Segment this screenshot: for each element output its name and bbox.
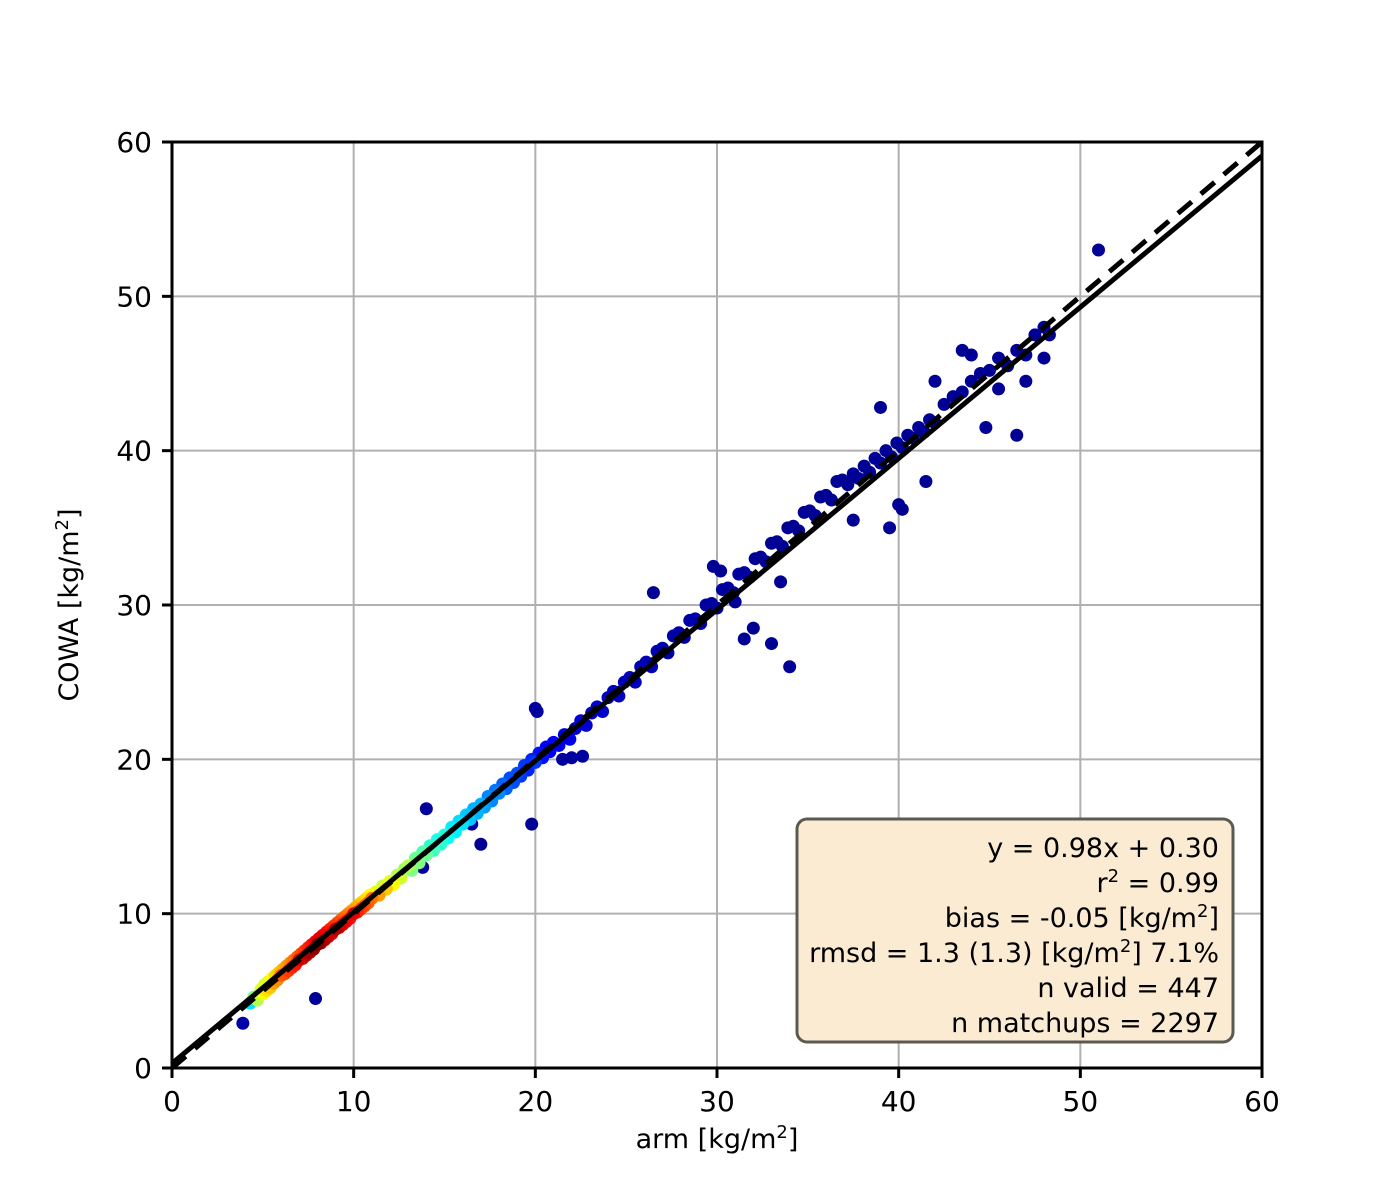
scatter-point [236, 1016, 250, 1030]
y-tick-label: 50 [116, 280, 152, 313]
y-axis-label: COWA [kg/m2] [52, 508, 85, 701]
x-axis-label: arm [kg/m2] [636, 1122, 799, 1155]
y-tick-label: 20 [116, 743, 152, 776]
x-axis-ticks: 0 10 20 30 40 50 60 [163, 1068, 1280, 1118]
statistics-line-r2: r2 = 0.99 [1097, 866, 1219, 899]
statistics-line-equation: y = 0.98x + 0.30 [987, 833, 1219, 864]
y-axis-ticks: 0 10 20 30 40 50 60 [116, 126, 172, 1085]
scatter-point [874, 400, 887, 414]
scatter-point [525, 817, 539, 831]
y-tick-label: 30 [116, 589, 152, 622]
x-tick-label: 0 [163, 1085, 181, 1118]
x-tick-label: 10 [336, 1085, 372, 1118]
x-tick-label: 50 [1063, 1085, 1099, 1118]
scatter-point [737, 632, 751, 646]
scatter-point [1092, 243, 1105, 257]
scatter-point [928, 374, 942, 388]
scatter-point [530, 704, 544, 718]
scatter-point [565, 751, 579, 765]
scatter-point [1010, 428, 1024, 442]
scatter-point [646, 586, 660, 600]
x-tick-label: 20 [518, 1085, 554, 1118]
scatter-point [774, 575, 788, 589]
scatter-point [714, 564, 728, 578]
scatter-point [983, 363, 996, 377]
scatter-point [474, 837, 488, 851]
scatter-point [783, 660, 797, 674]
regression-line [170, 153, 1264, 1066]
fit-lines [170, 140, 1264, 1070]
y-tick-label: 10 [116, 898, 152, 931]
scatter-point [419, 802, 433, 816]
scatter-point [955, 385, 969, 399]
scatter-point [883, 521, 897, 535]
y-tick-label: 60 [116, 126, 152, 159]
statistics-box-background [795, 817, 1235, 1044]
statistics-line-rmsd: rmsd = 1.3 (1.3) [kg/m2] 7.1% [809, 936, 1219, 969]
scatter-point [1037, 351, 1051, 365]
scatter-point [309, 992, 323, 1006]
statistics-line-n-matchups: n matchups = 2297 [951, 1008, 1219, 1039]
scatter-point [846, 513, 860, 527]
scatter-point [1019, 374, 1033, 388]
scatter-point [979, 421, 993, 435]
scatter-point [765, 637, 778, 651]
x-tick-label: 40 [881, 1085, 917, 1118]
x-tick-label: 60 [1244, 1085, 1280, 1118]
scatter-point [937, 397, 951, 411]
y-tick-label: 40 [116, 435, 152, 468]
scatter-point [576, 749, 590, 763]
statistics-line-bias: bias = -0.05 [kg/m2] [945, 901, 1219, 934]
scatter-point [895, 502, 909, 516]
statistics-line-n-valid: n valid = 447 [1037, 973, 1219, 1004]
scatter-point [919, 475, 933, 489]
x-tick-label: 30 [699, 1085, 735, 1118]
scatter-point [964, 348, 978, 362]
scatter-point [746, 621, 760, 635]
scatter-point [841, 478, 855, 492]
y-tick-label: 0 [134, 1052, 152, 1085]
scatter-point [992, 382, 1006, 396]
